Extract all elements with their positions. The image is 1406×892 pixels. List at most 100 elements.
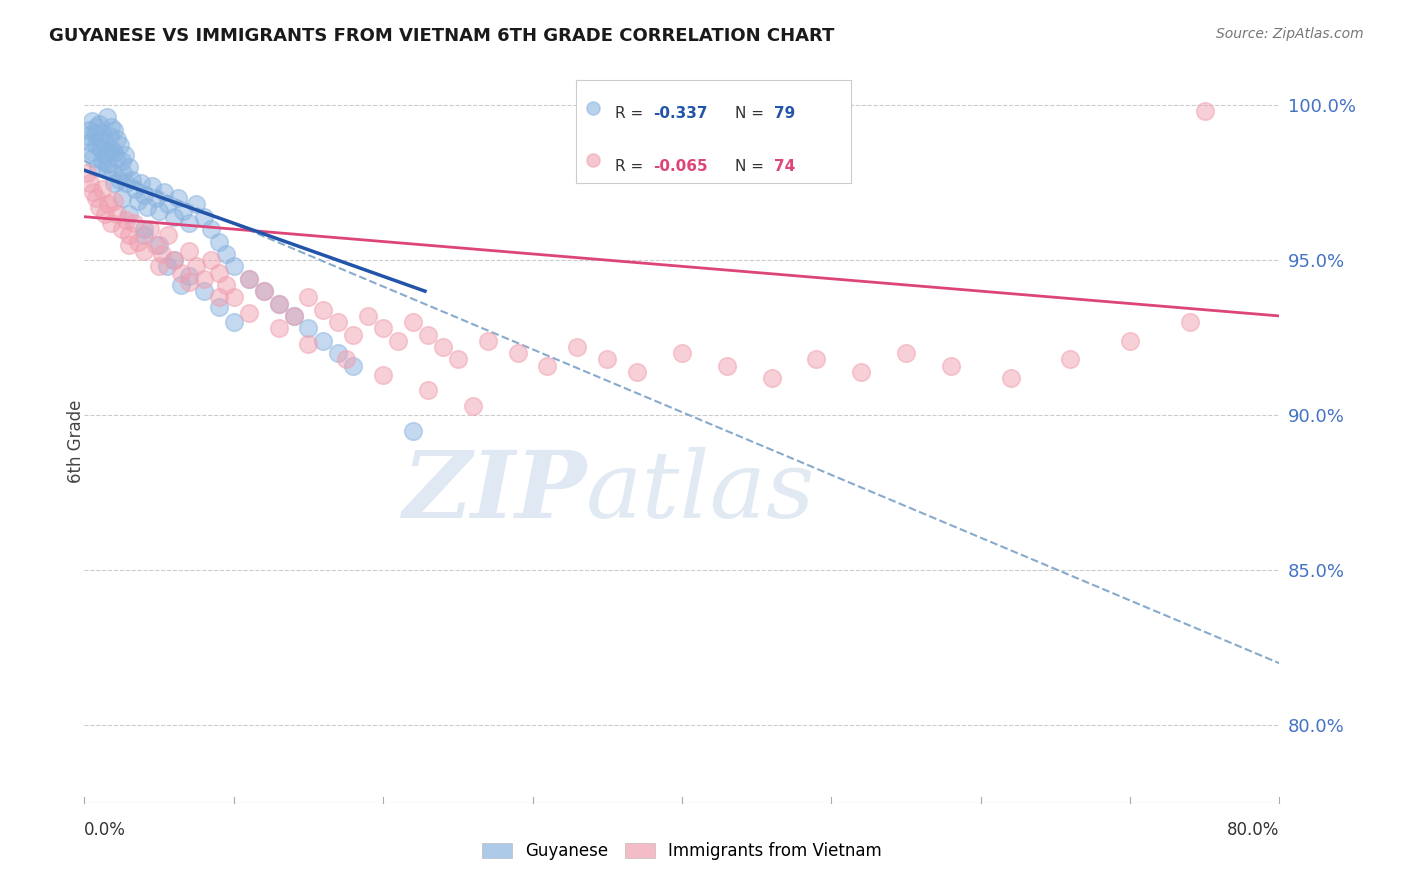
Point bbox=[89, 132, 111, 146]
Point bbox=[416, 384, 439, 398]
Point bbox=[357, 309, 380, 323]
Point bbox=[939, 359, 962, 373]
Point bbox=[145, 237, 167, 252]
Point bbox=[103, 194, 125, 209]
Point bbox=[96, 111, 118, 125]
Point bbox=[1000, 371, 1022, 385]
Point bbox=[806, 352, 828, 367]
Point bbox=[283, 309, 305, 323]
Point bbox=[111, 153, 134, 168]
Text: GUYANESE VS IMMIGRANTS FROM VIETNAM 6TH GRADE CORRELATION CHART: GUYANESE VS IMMIGRANTS FROM VIETNAM 6TH … bbox=[49, 27, 835, 45]
Point bbox=[103, 123, 125, 137]
Point bbox=[124, 182, 146, 196]
Point bbox=[77, 123, 100, 137]
Point bbox=[193, 284, 215, 298]
Point bbox=[596, 352, 619, 367]
Text: -0.065: -0.065 bbox=[654, 159, 707, 174]
Point bbox=[150, 247, 173, 261]
Point bbox=[894, 346, 917, 360]
Point bbox=[387, 334, 409, 348]
Point bbox=[155, 260, 177, 274]
Point bbox=[89, 117, 111, 131]
Point bbox=[671, 346, 693, 360]
Point bbox=[152, 185, 174, 199]
Point bbox=[200, 253, 222, 268]
Point bbox=[163, 253, 186, 268]
Point bbox=[253, 284, 276, 298]
Point bbox=[335, 352, 357, 367]
Point bbox=[141, 178, 163, 193]
Point bbox=[148, 203, 170, 218]
Point bbox=[103, 145, 125, 159]
Point bbox=[129, 176, 152, 190]
Text: 74: 74 bbox=[773, 159, 796, 174]
Point bbox=[115, 176, 138, 190]
Point bbox=[91, 126, 114, 140]
Point bbox=[312, 334, 335, 348]
Point bbox=[432, 340, 454, 354]
Point bbox=[101, 166, 124, 180]
Point bbox=[1178, 315, 1201, 329]
Point bbox=[157, 228, 180, 243]
Point bbox=[238, 306, 260, 320]
Point bbox=[83, 126, 105, 140]
Point bbox=[402, 424, 425, 438]
Text: N =: N = bbox=[735, 106, 769, 121]
Point bbox=[193, 271, 215, 285]
Point bbox=[716, 359, 738, 373]
Point bbox=[136, 201, 159, 215]
Point bbox=[100, 216, 122, 230]
Point bbox=[76, 166, 98, 180]
Point bbox=[111, 191, 134, 205]
Point bbox=[222, 315, 245, 329]
Point bbox=[148, 260, 170, 274]
Point bbox=[567, 340, 589, 354]
Point bbox=[267, 321, 290, 335]
Point bbox=[96, 163, 118, 178]
Point bbox=[506, 346, 529, 360]
Point bbox=[80, 113, 103, 128]
Text: R =: R = bbox=[614, 106, 648, 121]
Point bbox=[118, 237, 141, 252]
Point bbox=[626, 365, 648, 379]
Point bbox=[163, 253, 186, 268]
Point bbox=[1119, 334, 1142, 348]
Point bbox=[127, 235, 149, 249]
Point bbox=[93, 136, 115, 150]
Point bbox=[461, 399, 484, 413]
Point bbox=[100, 120, 122, 134]
Point bbox=[114, 147, 136, 161]
Point bbox=[328, 346, 350, 360]
Point bbox=[82, 185, 104, 199]
Point bbox=[170, 266, 193, 280]
Point bbox=[477, 334, 499, 348]
Point bbox=[177, 216, 200, 230]
Point bbox=[94, 206, 117, 220]
Text: 0.0%: 0.0% bbox=[84, 822, 127, 839]
Text: -0.337: -0.337 bbox=[654, 106, 707, 121]
Point bbox=[373, 321, 395, 335]
Point bbox=[170, 277, 193, 292]
Point bbox=[167, 191, 190, 205]
Point bbox=[1194, 104, 1216, 119]
Point bbox=[312, 302, 335, 317]
Point bbox=[297, 290, 319, 304]
Point bbox=[253, 284, 276, 298]
Point bbox=[416, 327, 439, 342]
Point bbox=[342, 327, 364, 342]
Point bbox=[132, 188, 156, 202]
Point bbox=[582, 153, 605, 168]
Point bbox=[222, 290, 245, 304]
Point bbox=[127, 194, 149, 209]
Point bbox=[851, 365, 873, 379]
Point bbox=[98, 129, 121, 144]
Y-axis label: 6th Grade: 6th Grade bbox=[67, 400, 84, 483]
Point bbox=[91, 153, 114, 168]
Point bbox=[186, 197, 208, 211]
Point bbox=[172, 203, 194, 218]
Point bbox=[105, 132, 128, 146]
Point bbox=[267, 296, 290, 310]
Point bbox=[215, 247, 238, 261]
Point bbox=[86, 191, 108, 205]
Point bbox=[145, 191, 167, 205]
